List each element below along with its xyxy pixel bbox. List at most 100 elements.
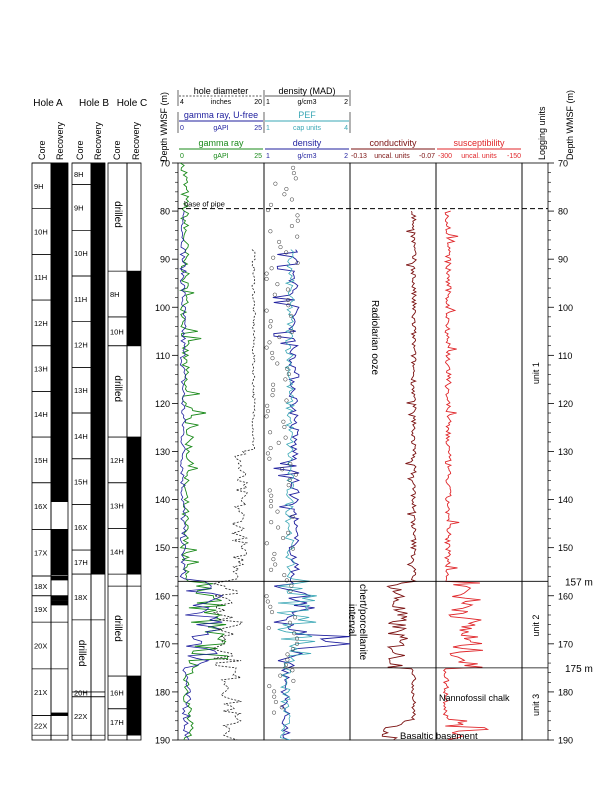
core-label: 20X [34,642,47,651]
hole-diameter-curve [211,249,256,740]
hole-a-title: Hole A [33,98,63,109]
susceptibility-unit: uncal. units [461,153,497,160]
density-mad-point [290,329,295,334]
density-mad-point [268,319,273,324]
left-axis-tick-label: 180 [155,687,170,697]
density-mad-point [267,488,272,493]
density-unit: g/cm3 [297,153,316,160]
density-mad-point [294,636,300,641]
core-label: 15H [34,456,48,465]
hole-columns: Hole A Hole B Hole C Core Recovery Core … [31,98,148,741]
pef-curve [276,249,317,740]
core-label: 10H [34,228,48,237]
hole-c-cores: 8H 10H 12H 13H 14H 16H 17H drilled drilled drille… [108,162,141,736]
unit-3-label: unit 3 [531,694,541,716]
recovery-block [91,184,105,231]
drilled-label: drilled [112,615,123,642]
core-label: 8H [110,290,120,299]
density-mad-point [286,303,291,308]
recovery-block [91,275,105,322]
core-label: 14H [74,432,88,441]
core-label: 9H [34,182,44,191]
density-mad-point [268,504,274,509]
left-axis-tick-label: 140 [155,495,170,505]
density-mad-point [290,546,296,551]
susceptibility-min: -300 [438,153,452,160]
recovery-block [51,300,68,346]
density-mad-point [269,567,274,572]
hole-diameter-min: 4 [180,99,184,106]
logging-units-label: Logging units [537,106,547,160]
core-label: 11H [34,273,47,282]
core-label: 8H [74,170,84,179]
drilled-label: drilled [112,375,123,402]
recovery-block [91,413,105,459]
density-mad-point [283,435,288,440]
recovery-block [51,391,68,438]
density-mad-point [277,335,282,340]
density-mad-point [271,387,276,393]
density-mad-point [289,197,294,202]
pef-unit: cap units [293,125,322,132]
track1-frame [177,162,265,741]
density-mad-point [269,610,275,615]
left-axis-tick-label: 80 [160,207,170,217]
density-mad-point [272,292,277,297]
density-mad-point [271,382,276,387]
density-mad-point [265,599,270,604]
right-axis-tick-label: 190 [558,736,573,746]
core-label: 13H [34,365,48,374]
density-mad-point [267,684,272,689]
density-mad-point [268,498,274,504]
density-mad-point [288,313,294,318]
conductivity-min: -0.13 [351,153,367,160]
hole-c-core-header: Core [112,140,122,160]
density-mad-point [276,525,281,530]
core-label: 12H [34,319,48,328]
unit-2-label: unit 2 [531,615,541,637]
density-mad-point [278,245,283,250]
density-mad-point [286,372,291,377]
right-axis-tick-label: 180 [558,687,573,697]
density-mad-point [288,461,293,467]
interval-label: interval [346,604,357,636]
left-axis-tick-label: 150 [155,543,170,553]
gamma-ufree-unit: gAPI [213,125,228,132]
density-mad-point [278,673,283,678]
left-axis-tick-label: 160 [155,591,170,601]
density-mad-point [291,165,296,170]
density-mad-min: 1 [266,99,270,106]
right-depth-axis: 70 80 90 100 110 120 130 140 150 160 170 180 190 [548,159,573,746]
core-label: 18X [34,582,47,591]
nannofossil-chalk-label: Nannofossil chalk [439,693,510,703]
recovery-block [127,437,141,483]
density-mad-point [276,440,281,445]
density-mad-point [264,345,269,350]
density-mad-point [264,276,269,281]
density-mad-point [271,557,276,562]
hole-b-cores: 8H 9H 10H 11H 12H 13H 14H 15H 16X 17H 18X 20H 22X dri… [72,162,105,736]
density-mad-point [268,229,273,234]
density-mad-point [264,414,269,419]
pef-min: 1 [266,125,270,132]
core-label: 21X [34,688,47,697]
recovery-block [91,458,105,505]
right-axis-tick-label: 150 [558,543,573,553]
hole-c-core-column [107,162,128,741]
hole-b-title: Hole B [79,98,109,109]
core-label: 22X [34,721,47,730]
recovery-block [91,550,105,575]
recovery-block [127,708,141,736]
gamma-ray-curve [179,163,229,740]
density-mad-point [272,689,277,694]
left-axis-tick-label: 110 [156,351,170,361]
susceptibility-max: -150 [507,153,521,160]
unit-boundary-157-label: 157 m [565,577,593,588]
hole-c-title: Hole C [117,98,148,109]
density-mad-point [269,266,274,271]
density-max: 2 [344,153,348,160]
density-mad-max: 2 [344,99,348,106]
density-mad-point [268,446,273,451]
density-mad-point [295,218,300,223]
